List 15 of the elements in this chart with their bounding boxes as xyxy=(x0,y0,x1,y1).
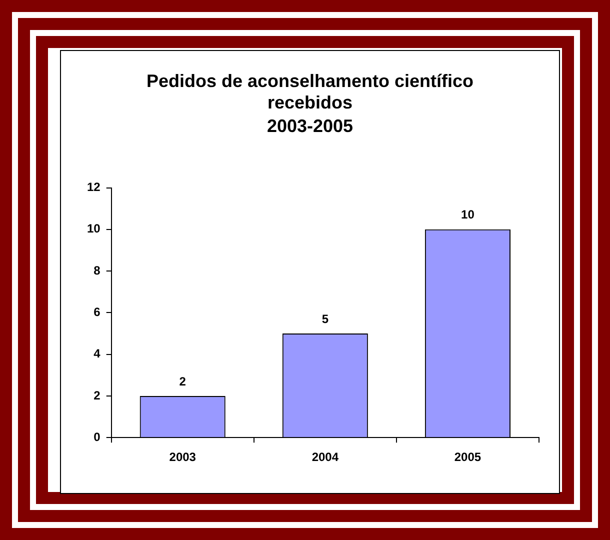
data-label: 10 xyxy=(461,208,475,222)
y-tick-label: 10 xyxy=(86,222,101,236)
data-label: 5 xyxy=(322,312,329,326)
y-tick-label: 0 xyxy=(94,430,101,444)
x-tick-label: 2004 xyxy=(312,450,339,464)
y-tick-label: 12 xyxy=(86,180,101,194)
chart-title: Pedidos de aconselhamento científico recebidos xyxy=(146,70,474,112)
x-tick-label: 2003 xyxy=(169,450,196,464)
y-tick-label: 4 xyxy=(94,346,101,361)
x-tick-label: 2005 xyxy=(454,450,482,464)
data-label: 2 xyxy=(179,374,186,388)
y-tick-label: 2 xyxy=(94,388,101,402)
y-tick-label: 6 xyxy=(94,305,101,320)
chart-subtitle: 2003-2005 xyxy=(266,116,354,136)
y-tick-label: 8 xyxy=(94,263,101,278)
